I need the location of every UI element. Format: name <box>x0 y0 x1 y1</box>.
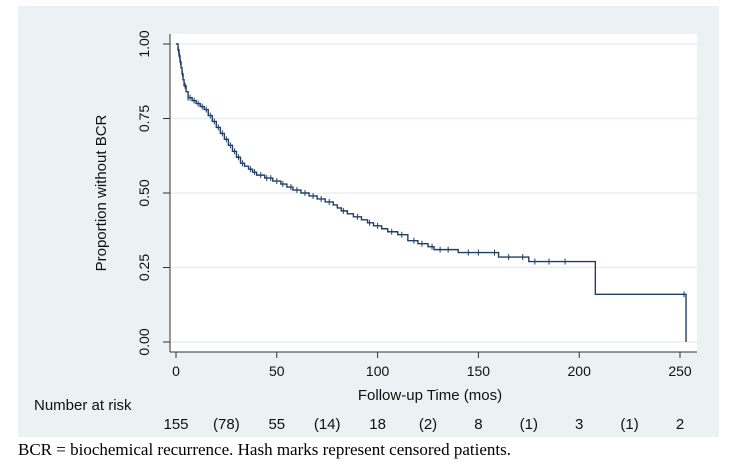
risk-table-value: (1) <box>519 416 538 433</box>
grid-lines <box>170 43 697 343</box>
x-tick-label: 250 <box>668 363 692 379</box>
risk-table-value: (1) <box>620 416 639 433</box>
risk-table-value: 3 <box>575 416 584 433</box>
risk-table-value: 2 <box>675 416 685 433</box>
risk-table-value: (78) <box>213 416 240 433</box>
y-tick-label: 0.50 <box>136 179 152 206</box>
risk-table-value: 18 <box>369 416 386 433</box>
y-axis-title: Proportion without BCR <box>93 114 110 271</box>
x-tick-label: 150 <box>467 363 491 379</box>
x-tick-label: 200 <box>568 363 592 379</box>
y-tick-label: 0.25 <box>136 254 152 281</box>
risk-table-value: (14) <box>313 416 341 433</box>
risk-table-value: 155 <box>163 416 189 433</box>
x-tick-label: 50 <box>269 363 285 379</box>
figure-caption: BCR = biochemical recurrence. Hash marks… <box>18 440 511 459</box>
risk-table-value: 55 <box>268 416 286 433</box>
risk-table-label: Number at risk <box>34 397 132 414</box>
x-tick-label: 0 <box>172 363 180 379</box>
y-tick-label: 1.00 <box>136 30 152 57</box>
y-tick-label: 0.75 <box>136 105 152 132</box>
y-tick-label: 0.00 <box>136 328 152 355</box>
censor-marks <box>177 46 685 298</box>
axes: 0.00 0.25 0.50 0.75 1.00 0 50 100 150 200 250 <box>136 30 697 379</box>
risk-table-value: 8 <box>474 416 483 433</box>
x-tick-label: 100 <box>366 363 390 379</box>
x-axis-title: Follow-up Time (mos) <box>358 387 502 404</box>
risk-table-value: (2) <box>418 416 438 433</box>
